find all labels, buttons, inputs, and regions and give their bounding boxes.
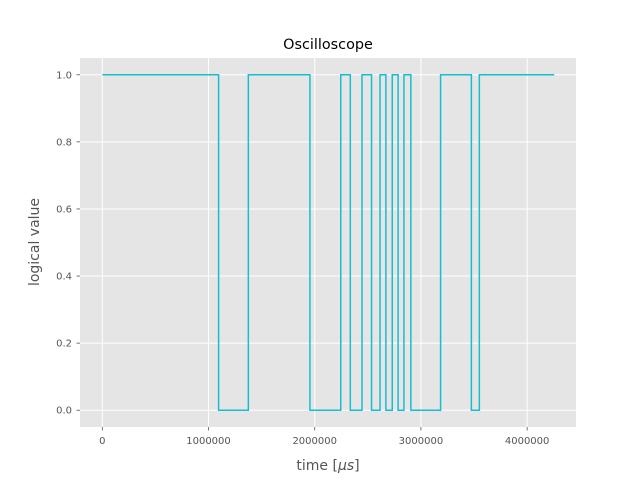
- x-axis-label-prefix: time [: [296, 458, 338, 474]
- x-tick-label: 0: [99, 436, 105, 447]
- x-axis-label: time [μs]: [296, 458, 359, 474]
- x-tick-label: 3000000: [399, 436, 444, 447]
- x-axis-label-unit: μs: [337, 458, 354, 474]
- y-tick-label: 0.0: [56, 406, 72, 417]
- plot-area: [80, 58, 576, 427]
- y-axis-label: logical value: [27, 198, 43, 286]
- x-tick-label: 1000000: [186, 436, 231, 447]
- y-tick-label: 0.6: [56, 204, 72, 215]
- y-tick-label: 0.8: [56, 137, 72, 148]
- x-axis-label-suffix: ]: [354, 458, 359, 474]
- y-tick-label: 0.2: [56, 339, 72, 350]
- signal-line: [102, 74, 555, 411]
- chart-title: Oscilloscope: [283, 37, 373, 53]
- y-tick-labels: 0.0 0.2 0.4 0.6 0.8 1.0: [56, 70, 72, 416]
- x-tick-labels: 0 1000000 2000000 3000000 4000000: [99, 436, 549, 447]
- series-layer: [102, 74, 555, 411]
- y-tick-label: 1.0: [56, 70, 72, 81]
- tick-marks: [76, 74, 528, 431]
- x-tick-label: 4000000: [505, 436, 550, 447]
- x-tick-label: 2000000: [292, 436, 337, 447]
- y-tick-label: 0.4: [56, 272, 72, 283]
